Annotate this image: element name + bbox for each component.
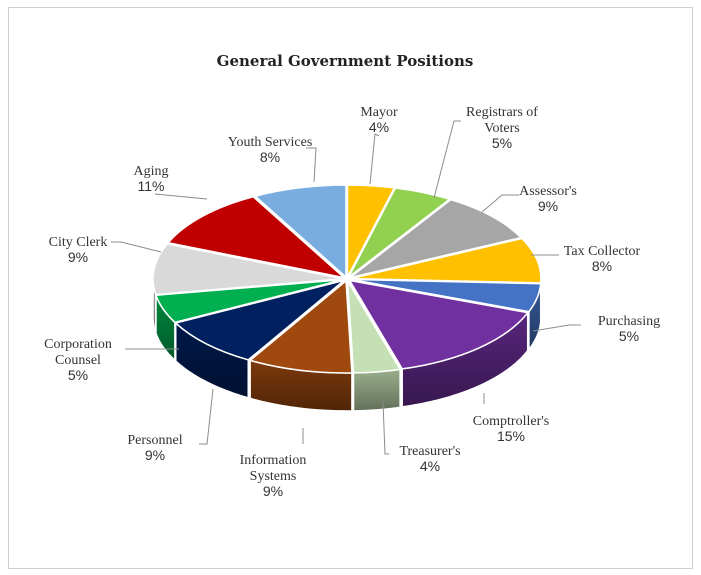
data-label-pct-registrars-of-voters: 5% (492, 135, 512, 151)
data-label-aging: Aging (134, 164, 169, 179)
slice-treasurer-s (346, 280, 401, 374)
slice-purchasing (350, 278, 542, 313)
data-label-city-clerk: City Clerk (49, 235, 108, 250)
leader-lines (111, 120, 581, 455)
data-label-corporation-counsel: Counsel (55, 353, 101, 368)
slice-aging (167, 196, 345, 279)
pie-tops (152, 184, 542, 374)
slice-youth-services (254, 184, 347, 278)
pie-chart: General Government Positions Mayor4%Regi… (44, 52, 660, 499)
slice-registrars-of-voters (347, 187, 451, 278)
slice-personnel (175, 279, 345, 361)
data-label-registrars-of-voters: Voters (484, 121, 520, 136)
chart-area: General Government Positions Mayor 4% Regi… (8, 7, 693, 569)
data-label-comptroller-s: Comptroller's (473, 414, 549, 429)
leader-line-youth-services (306, 147, 317, 183)
data-label-assessor-s: Assessor's (519, 184, 577, 199)
slice-mayor (346, 184, 396, 278)
leader-line-assessor-s (481, 194, 519, 213)
data-label-registrars-of-voters: Registrars of (466, 105, 538, 120)
leader-line-treasurer-s (382, 401, 389, 455)
leader-line-aging (154, 193, 208, 200)
slice-comptroller-s (348, 279, 529, 370)
data-label-pct-information-systems: 9% (263, 483, 283, 499)
leader-line-purchasing (532, 324, 581, 332)
slice-assessor-s (349, 198, 522, 279)
data-label-pct-treasurer-s: 4% (420, 458, 440, 474)
leader-line-mayor (369, 133, 380, 185)
leader-line-registrars-of-voters (433, 120, 461, 199)
slice-tax-collector (350, 237, 542, 284)
slice-city-clerk (152, 243, 344, 296)
data-label-pct-youth-services: 8% (260, 149, 280, 165)
data-label-pct-comptroller-s: 15% (497, 428, 525, 444)
data-label-pct-assessor-s: 9% (538, 198, 558, 214)
data-label-pct-city-clerk: 9% (68, 249, 88, 265)
data-label-treasurer-s: Treasurer's (399, 444, 460, 459)
slice-information-systems (249, 280, 353, 374)
leader-line-personnel (199, 388, 214, 445)
slice-corporation-counsel (155, 278, 344, 324)
data-label-pct-aging: 11% (138, 178, 165, 194)
data-label-tax-collector: Tax Collector (564, 244, 641, 259)
data-label-information-systems: Information (240, 453, 307, 468)
data-label-mayor: Mayor (360, 105, 398, 120)
data-label-corporation-counsel: Corporation (44, 337, 112, 352)
data-label-information-systems: Systems (250, 469, 297, 484)
data-label-pct-purchasing: 5% (619, 328, 639, 344)
data-label-pct-mayor: 4% (369, 119, 389, 135)
data-label-pct-personnel: 9% (145, 447, 165, 463)
data-label-personnel: Personnel (127, 433, 182, 448)
data-label-youth-services: Youth Services (228, 135, 313, 150)
slice-side-treasurer-s (352, 368, 401, 412)
data-label-pct-corporation-counsel: 5% (68, 367, 88, 383)
data-label-purchasing: Purchasing (598, 314, 660, 329)
data-label-pct-tax-collector: 8% (592, 258, 612, 274)
chart-title: General Government Positions (217, 52, 474, 70)
leader-line-city-clerk (111, 241, 162, 253)
